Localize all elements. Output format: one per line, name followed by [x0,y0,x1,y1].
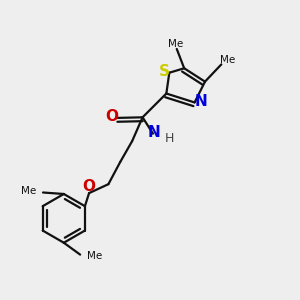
Text: Me: Me [21,186,37,196]
Text: Me: Me [87,251,102,261]
Text: O: O [82,179,95,194]
Text: O: O [106,109,118,124]
Text: N: N [195,94,208,110]
Text: N: N [148,125,161,140]
Text: H: H [165,132,174,145]
Text: Me: Me [168,39,183,49]
Text: S: S [158,64,169,79]
Text: Me: Me [220,55,236,64]
